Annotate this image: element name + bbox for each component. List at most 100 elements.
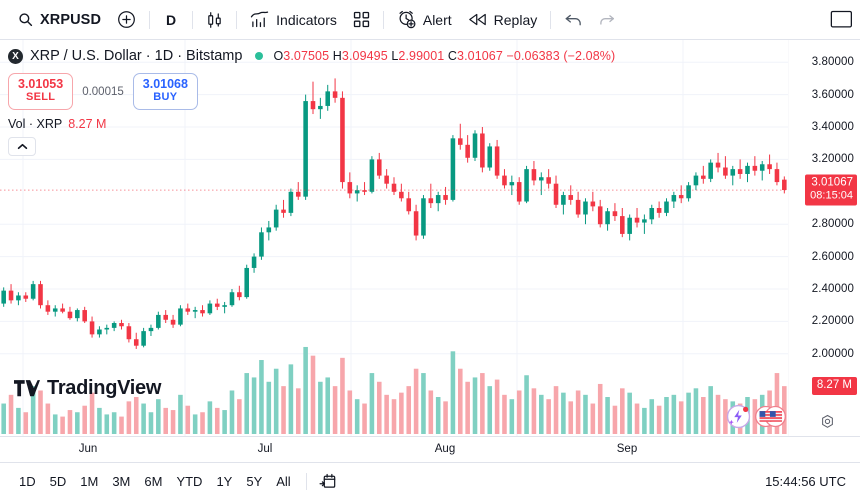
toolbar-divider-4 [382,10,384,29]
range-button-5y[interactable]: 5Y [246,473,263,489]
volume-legend-row: Vol · XRP 8.27 M [8,117,615,131]
alert-label: Alert [422,11,452,28]
flags-badge[interactable] [755,404,786,429]
goto-date-button[interactable] [315,469,341,493]
rewind-icon [468,12,487,27]
grid-squares-icon [353,11,370,28]
price-axis-label: 2.80000 [811,218,854,231]
chart-legend: X XRP / U.S. Dollar · 1D · Bitstamp O3.0… [8,46,615,156]
time-axis-label: Sep [616,443,638,455]
volume-badge[interactable]: 8.27 M [811,377,857,396]
redo-button[interactable] [591,6,624,34]
buy-price: 3.01068 [142,77,188,91]
range-button-ytd[interactable]: YTD [176,473,203,489]
range-button-all[interactable]: All [276,473,291,489]
collapse-pane-button[interactable] [8,137,36,156]
range-button-3m[interactable]: 3M [112,473,131,489]
range-button-1y[interactable]: 1Y [216,473,233,489]
low-value: 2.99001 [398,49,445,63]
bottom-bar: 1D 5D 1M 3M 6M YTD 1Y 5Y All 15:44:56 UTC [0,462,860,499]
plus-circle-icon [117,10,136,29]
chart-style-button[interactable] [198,6,231,34]
sell-label: SELL [25,91,56,103]
market-open-dot-icon [255,52,264,60]
high-key: H [332,49,342,63]
price-axis-label: 3.80000 [811,56,854,69]
sell-price: 3.01053 [18,77,64,91]
indicators-label: Indicators [276,11,337,28]
toolbar-divider-5 [550,10,552,29]
current-price-badge[interactable]: 3.01067 08:15:04 [805,174,857,206]
alert-button[interactable]: Alert [389,6,460,34]
price-axis-label: 3.40000 [811,121,854,133]
range-button-6m[interactable]: 6M [144,473,163,489]
time-axis-label: Aug [434,443,456,455]
chart-area: X XRP / U.S. Dollar · 1D · Bitstamp O3.0… [0,40,860,436]
current-price-countdown: 08:15:04 [810,189,853,202]
indicators-chart-icon [250,11,269,28]
price-axis-label: 2.00000 [811,347,854,360]
close-value: 3.01067 [457,49,503,63]
range-button-1m[interactable]: 1M [80,473,99,489]
price-axis-label: 2.20000 [811,315,854,328]
layout-button[interactable] [828,6,854,34]
replay-label: Replay [493,11,538,28]
price-axis-label: 3.60000 [811,88,854,101]
low-key: L [391,49,399,63]
sell-button[interactable]: 3.01053 SELL [8,73,74,110]
toolbar-divider-1 [149,10,151,29]
legend-symbol-title[interactable]: XRP / U.S. Dollar · 1D · Bitstamp [30,48,243,64]
layout-screen-icon [830,10,852,30]
volume-title[interactable]: Vol · XRP [8,117,63,131]
price-scale-settings-button[interactable] [816,410,838,432]
close-key: C [447,49,458,63]
symbol-logo-icon: X [8,48,23,64]
toolbar-divider-3 [236,10,238,29]
chevron-up-icon [17,143,28,150]
price-axis-label: 2.40000 [811,283,854,295]
alarm-clock-plus-icon [397,10,416,29]
undo-button[interactable] [556,6,591,34]
range-buttons: 1D 5D 1M 3M 6M YTD 1Y 5Y All [12,470,298,493]
range-button-1d[interactable]: 1D [19,473,36,489]
time-axis-label: Jun [78,443,98,455]
legend-title-row: X XRP / U.S. Dollar · 1D · Bitstamp O3.0… [8,46,615,66]
symbol-search-button[interactable]: XRPUSD [10,6,109,34]
buy-button[interactable]: 3.01068 BUY [132,73,198,110]
undo-arrow-icon [564,12,583,28]
clock-label[interactable]: 15:44:56 UTC [765,473,846,489]
search-icon [18,12,33,27]
order-buttons-row: 3.01053 SELL 0.00015 3.01068 BUY [8,73,615,110]
ohlc-values: O3.07505 H3.09495 L2.99001 C3.01067 −0.0… [273,49,615,63]
open-value: 3.07505 [283,49,330,63]
buy-label: BUY [153,91,178,103]
volume-value: 8.27 M [68,117,107,131]
time-scale[interactable]: Jun Jul Aug Sep [0,436,860,462]
candlestick-chart-canvas[interactable] [0,40,788,436]
gear-icon [820,414,835,429]
range-button-5d[interactable]: 5D [49,473,67,489]
symbol-name: XRPUSD [40,11,102,28]
add-symbol-button[interactable] [109,6,144,34]
high-value: 3.09495 [341,49,388,63]
toolbar-divider-2 [192,10,194,29]
open-key: O [273,49,284,63]
goto-date-calendar-icon [319,473,336,490]
bottom-divider [305,472,307,490]
time-axis-label: Jul [257,443,273,455]
current-price-value: 3.01067 [811,176,853,189]
indicators-button[interactable]: Indicators [242,6,345,34]
ai-sparkle-badge[interactable] [726,404,751,429]
change-value: −0.06383 (−2.08%) [506,49,616,63]
timeframe-label: D [166,11,177,28]
price-axis-label: 2.60000 [811,250,854,263]
chart-panes[interactable]: X XRP / U.S. Dollar · 1D · Bitstamp O3.0… [0,40,788,436]
timeframe-button[interactable]: D [155,6,187,34]
templates-button[interactable] [345,6,378,34]
floating-badges [726,404,786,429]
price-scale[interactable]: 3.80000 3.60000 3.40000 3.20000 2.80000 2.600… [788,40,860,436]
spread-value: 0.00015 [82,85,124,98]
replay-button[interactable]: Replay [460,6,546,34]
top-toolbar: XRPUSD D [0,0,860,40]
